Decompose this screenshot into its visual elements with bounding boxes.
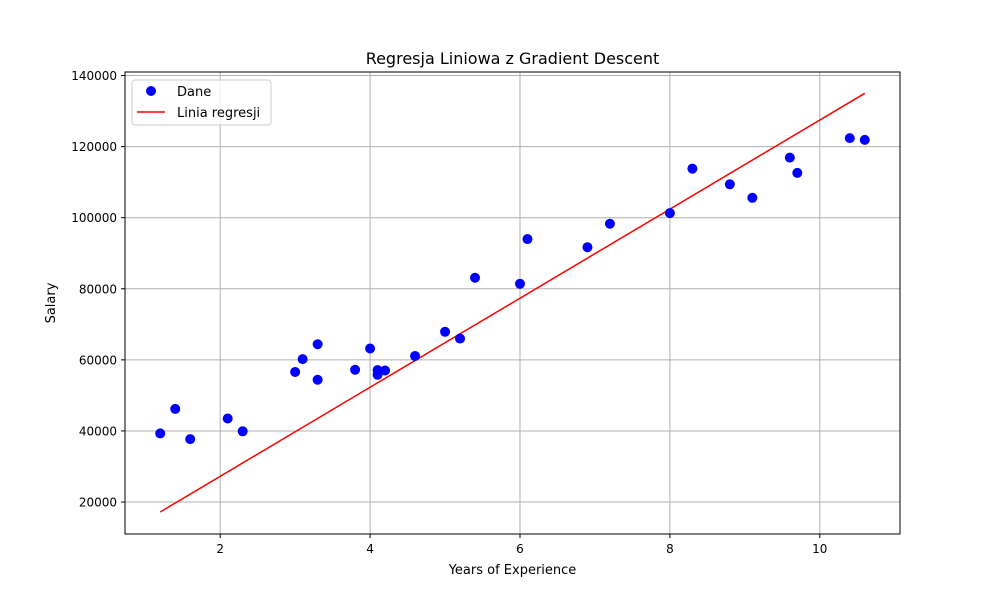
y-axis-ticks: 20000 40000 60000 80000 100000 120000 140000: [71, 69, 125, 510]
y-tick-label: 20000: [79, 496, 117, 510]
data-point: [222, 413, 233, 424]
data-point: [582, 242, 593, 253]
legend-label-dane: Dane: [177, 85, 211, 100]
data-point: [237, 426, 248, 437]
chart-title: Regresja Liniowa z Gradient Descent: [366, 49, 660, 68]
data-point: [859, 134, 870, 145]
data-point: [297, 354, 308, 365]
data-point: [350, 364, 361, 375]
data-points-layer: [155, 133, 870, 445]
x-tick-label: 2: [216, 542, 224, 556]
x-tick-label: 10: [812, 542, 827, 556]
data-point: [784, 152, 795, 163]
data-point: [290, 366, 301, 377]
data-point: [664, 208, 675, 219]
x-axis-ticks: 2 4 6 8 10: [216, 534, 827, 556]
y-tick-label: 60000: [79, 353, 117, 367]
data-point: [372, 365, 383, 376]
data-point: [440, 326, 451, 337]
data-point: [687, 163, 698, 174]
data-point: [155, 428, 166, 439]
data-point: [380, 365, 391, 376]
y-tick-label: 80000: [79, 282, 117, 296]
data-point: [604, 218, 615, 229]
x-tick-label: 6: [516, 542, 524, 556]
y-tick-label: 120000: [71, 140, 117, 154]
y-axis-label: Salary: [44, 282, 59, 323]
data-point: [365, 343, 376, 354]
data-point: [312, 339, 323, 350]
data-point: [410, 350, 421, 361]
x-tick-label: 4: [366, 542, 374, 556]
data-point: [514, 278, 525, 289]
x-axis-label: Years of Experience: [448, 563, 577, 578]
data-point: [747, 192, 758, 203]
plot-frame: [124, 71, 901, 535]
data-point: [312, 374, 323, 385]
data-point: [792, 167, 803, 178]
data-point: [470, 272, 481, 283]
data-point: [170, 403, 181, 414]
grid-lines: [125, 72, 900, 534]
y-tick-label: 40000: [79, 424, 117, 438]
data-point: [455, 333, 466, 344]
legend-marker-dane: [146, 86, 156, 96]
regression-line: [159, 92, 866, 513]
data-point: [844, 133, 855, 144]
y-tick-label: 100000: [71, 211, 117, 225]
legend-box: [131, 79, 272, 126]
regression-line-layer: [159, 92, 866, 513]
data-point: [522, 234, 533, 245]
data-point: [185, 434, 196, 445]
legend: Dane Linia regresji: [131, 79, 272, 126]
legend-label-linia-regresji: Linia regresji: [177, 106, 260, 121]
y-tick-label: 140000: [71, 69, 117, 83]
data-point: [724, 179, 735, 190]
x-tick-label: 8: [666, 542, 674, 556]
